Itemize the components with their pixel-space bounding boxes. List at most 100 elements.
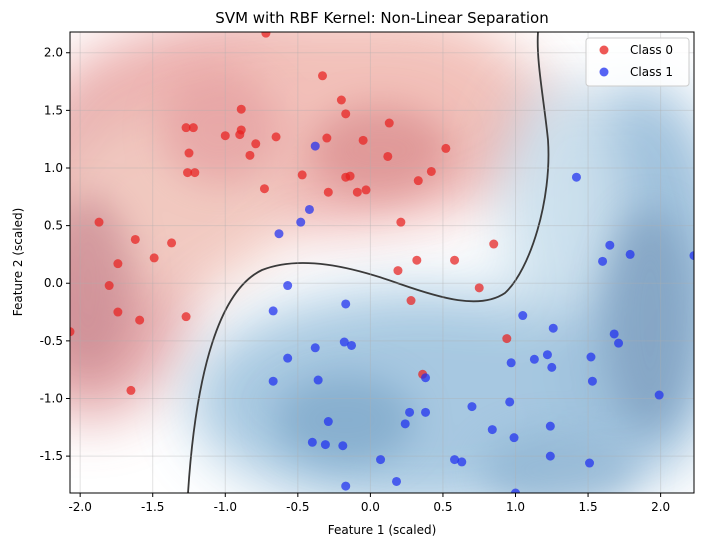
y-axis-title: Feature 2 (scaled) (11, 208, 25, 317)
class-0-point (450, 255, 460, 265)
class-0-point (181, 312, 191, 322)
class-0-point (502, 334, 512, 344)
y-tick-label: 0.5 (44, 219, 63, 233)
legend-label-class-1: Class 1 (630, 65, 673, 79)
class-1-point (529, 354, 539, 364)
class-0-point (441, 143, 451, 153)
y-axis: -1.5 -1.0 -0.5 0.0 0.5 1.0 1.5 2.0 (40, 46, 70, 463)
class-0-point (188, 123, 198, 133)
x-tick-label: -2.0 (68, 500, 91, 514)
class-1-point (392, 476, 402, 486)
class-1-point (296, 217, 306, 227)
class-1-point (571, 172, 581, 182)
decision-surface (70, 32, 694, 493)
x-tick-label: 1.0 (506, 500, 525, 514)
class-0-point (70, 327, 75, 337)
x-tick-label: -1.0 (214, 500, 237, 514)
class-1-point (654, 390, 664, 400)
class-0-point (251, 139, 261, 149)
class-1-point (598, 256, 608, 266)
x-tick-label: -0.5 (286, 500, 309, 514)
class-1-point (506, 358, 516, 368)
class-0-point (406, 296, 416, 306)
class-0-point (149, 253, 159, 263)
class-1-point (307, 437, 317, 447)
class-0-point (474, 283, 484, 293)
class-1-point (323, 417, 333, 427)
class-0-point (322, 133, 332, 143)
class-1-point (421, 373, 431, 383)
class-1-point (421, 407, 431, 417)
class-1-point (313, 375, 323, 385)
y-tick-label: 0.0 (44, 276, 63, 290)
class-0-point (383, 151, 393, 161)
class-1-point (625, 249, 635, 259)
class-0-point (336, 95, 346, 105)
class-1-point (450, 455, 460, 465)
class-0-point (345, 171, 355, 181)
x-tick-label: 1.5 (579, 500, 598, 514)
class-0-point (259, 184, 269, 194)
class-1-point (586, 352, 596, 362)
class-0-point (341, 109, 351, 119)
y-tick-label: -0.5 (40, 334, 63, 348)
class-1-point (467, 402, 477, 412)
class-1-point (614, 338, 624, 348)
class-1-point (341, 481, 351, 491)
legend-box (585, 37, 690, 87)
class-0-point (393, 266, 403, 276)
class-1-point (545, 451, 555, 461)
x-axis-title: Feature 1 (scaled) (328, 523, 437, 537)
class-1-point (509, 433, 519, 443)
x-tick-label: 0.0 (361, 500, 380, 514)
x-tick-label: 2.0 (651, 500, 670, 514)
class-0-point (384, 118, 394, 128)
class-1-point (376, 455, 386, 465)
class-1-point (400, 419, 410, 429)
class-0-point (236, 104, 246, 114)
class-1-point (310, 141, 320, 151)
y-tick-label: 2.0 (44, 46, 63, 60)
class-1-point (304, 204, 314, 214)
class-0-point (220, 131, 230, 141)
class-1-point (548, 323, 558, 333)
class-0-point (352, 187, 362, 197)
x-tick-label: -1.5 (141, 500, 164, 514)
class-0-point (412, 255, 422, 265)
class-0-point (126, 385, 136, 395)
class-1-point (689, 251, 694, 261)
class-0-point (261, 32, 271, 38)
class-1-point (405, 407, 415, 417)
grid (70, 32, 694, 493)
class-0-point (181, 123, 191, 133)
y-tick-label: 1.0 (44, 161, 63, 175)
class-1-point (457, 457, 467, 467)
legend-marker-class-0 (599, 45, 609, 55)
class-0-point (167, 238, 177, 248)
class-1-point (339, 337, 349, 347)
class-1-point (585, 458, 595, 468)
class-1-point (283, 353, 293, 363)
class-0-point (245, 150, 255, 160)
class-0-point (426, 166, 436, 176)
class-0-point (323, 187, 333, 197)
y-tick-label: -1.5 (40, 449, 63, 463)
class-1-point (268, 376, 278, 386)
y-tick-label: 1.5 (44, 103, 63, 117)
legend-label-class-0: Class 0 (630, 43, 673, 57)
class-1-point (310, 343, 320, 353)
class-1-point (487, 425, 497, 435)
class-1-point (320, 440, 330, 450)
class-0-point (135, 315, 145, 325)
x-tick-label: 0.5 (433, 500, 452, 514)
x-axis: -2.0 -1.5 -1.0 -0.5 0.0 0.5 1.0 1.5 2.0 (68, 493, 670, 514)
data-points (70, 32, 694, 493)
class-0-point (113, 307, 123, 317)
class-0-point (183, 168, 193, 178)
class-0-point (297, 170, 307, 180)
class-1-point (605, 240, 615, 250)
legend: Class 0 Class 1 (585, 37, 690, 87)
class-0-point (184, 148, 194, 158)
class-1-point (283, 281, 293, 291)
